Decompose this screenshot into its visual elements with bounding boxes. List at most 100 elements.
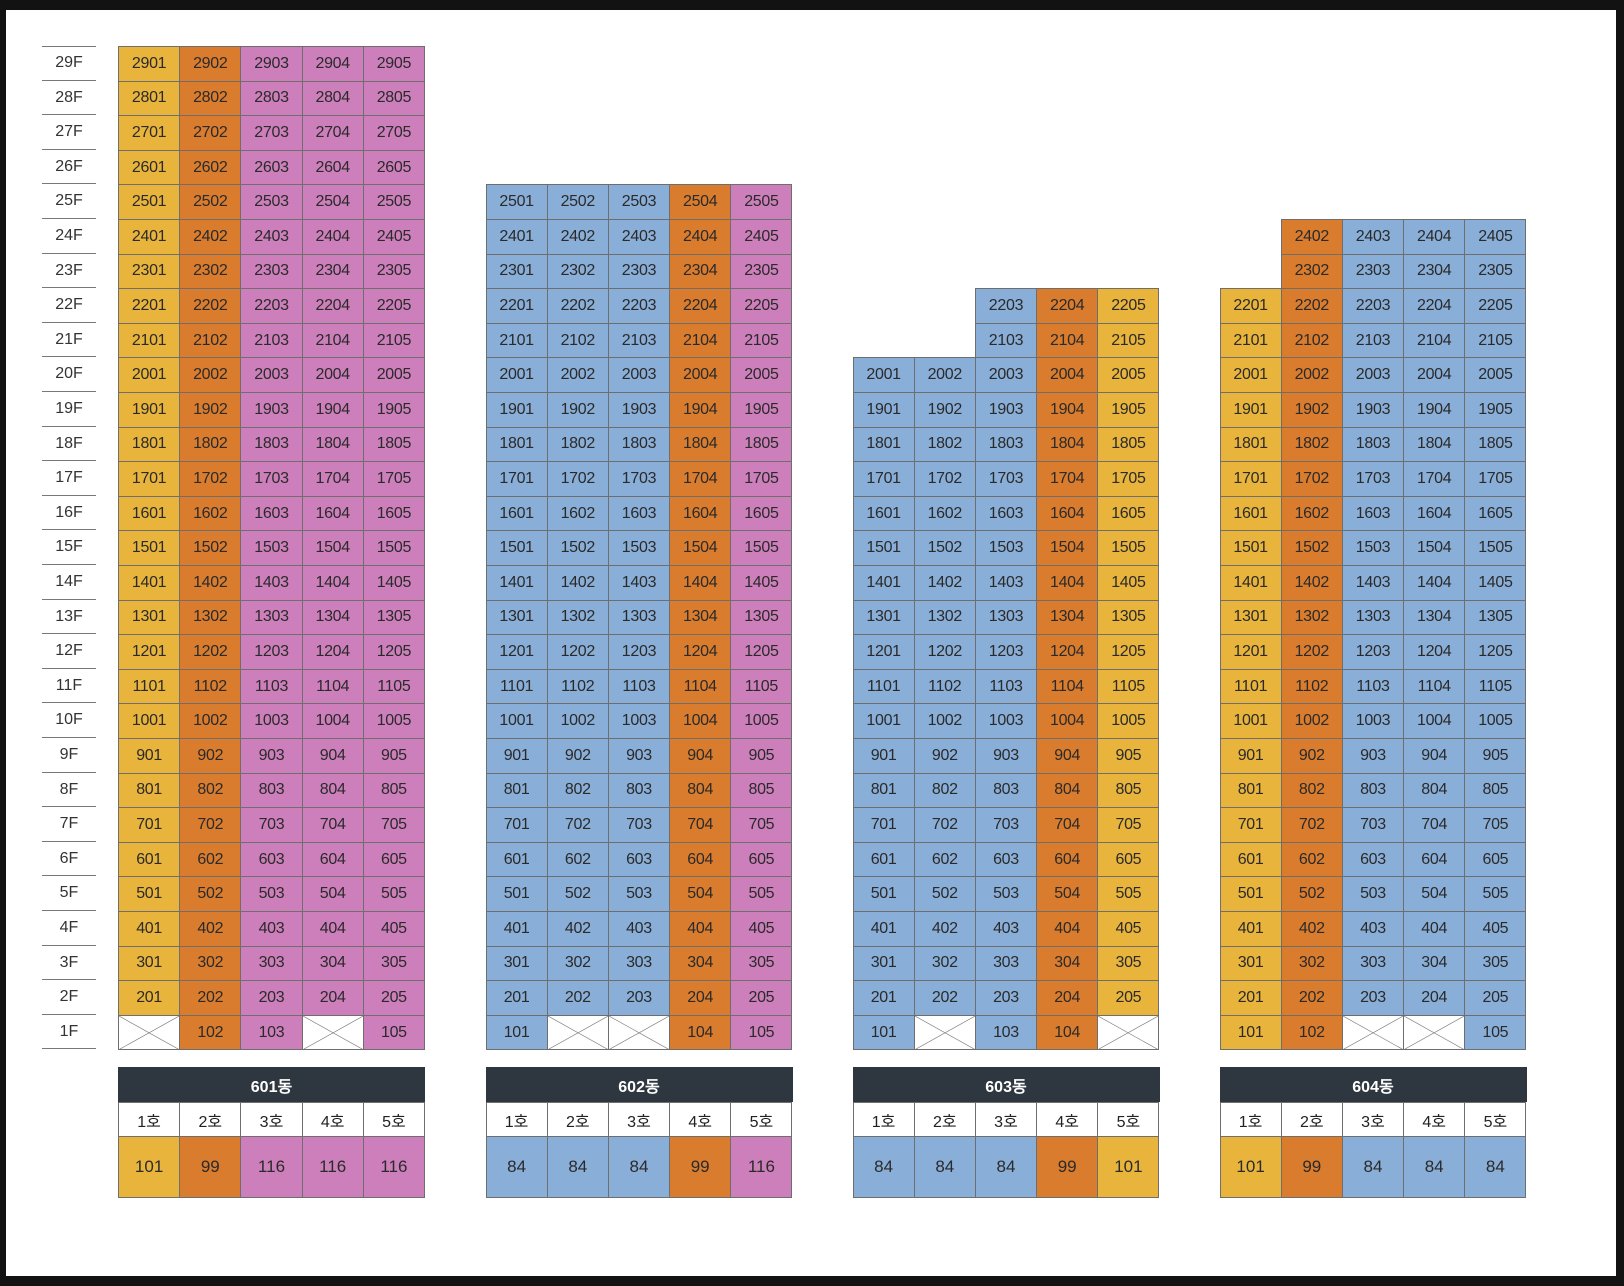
unit-cell[interactable]: 802 xyxy=(179,772,242,809)
unit-cell[interactable]: 2102 xyxy=(546,322,609,359)
unit-cell[interactable]: 204 xyxy=(669,980,732,1016)
unit-cell[interactable]: 904 xyxy=(301,738,364,774)
unit-cell[interactable]: 903 xyxy=(607,738,671,774)
unit-cell[interactable]: 1103 xyxy=(1341,668,1405,705)
unit-cell[interactable]: 302 xyxy=(1280,945,1343,982)
unit-cell[interactable]: 1001 xyxy=(118,703,181,739)
unit-cell[interactable]: 802 xyxy=(546,772,609,809)
unit-cell[interactable]: 401 xyxy=(118,911,181,947)
unit-cell[interactable]: 201 xyxy=(852,980,915,1016)
unit-cell[interactable]: 1703 xyxy=(607,461,671,497)
unit-cell[interactable]: 704 xyxy=(301,807,364,843)
unit-cell[interactable]: 1702 xyxy=(1280,461,1343,497)
unit-cell[interactable]: 1404 xyxy=(1403,565,1466,601)
unit-cell[interactable]: 203 xyxy=(607,980,671,1016)
unit-cell[interactable]: 904 xyxy=(669,738,732,774)
unit-cell[interactable]: 2304 xyxy=(301,253,364,290)
unit-cell[interactable]: 2005 xyxy=(1464,357,1527,393)
unit-cell[interactable]: 1801 xyxy=(485,426,548,463)
unit-cell[interactable]: 1905 xyxy=(1097,392,1160,428)
unit-cell[interactable]: 1705 xyxy=(362,461,425,497)
unit-cell[interactable]: 901 xyxy=(485,738,548,774)
unit-cell[interactable]: 805 xyxy=(362,772,425,809)
unit-cell[interactable]: 2203 xyxy=(607,288,671,324)
unit-cell[interactable]: 1402 xyxy=(546,565,609,601)
unit-cell[interactable]: 2005 xyxy=(362,357,425,393)
unit-cell[interactable]: 603 xyxy=(607,841,671,878)
unit-cell[interactable]: 2101 xyxy=(485,322,548,359)
unit-cell[interactable]: 602 xyxy=(913,841,976,878)
unit-cell[interactable]: 404 xyxy=(301,911,364,947)
unit-cell[interactable]: 1704 xyxy=(1403,461,1466,497)
unit-cell[interactable]: 1503 xyxy=(607,530,671,566)
unit-cell[interactable]: 301 xyxy=(1219,945,1282,982)
unit-cell[interactable]: 2804 xyxy=(301,80,364,117)
unit-cell[interactable]: 1803 xyxy=(240,426,303,463)
unit-cell[interactable]: 1004 xyxy=(1403,703,1466,739)
unit-cell[interactable]: 2403 xyxy=(607,219,671,255)
unit-cell[interactable]: 102 xyxy=(1280,1014,1343,1051)
unit-cell[interactable]: 305 xyxy=(730,945,793,982)
unit-cell[interactable]: 1901 xyxy=(1219,392,1282,428)
unit-cell[interactable]: 1002 xyxy=(1280,703,1343,739)
unit-cell[interactable]: 105 xyxy=(1464,1014,1527,1051)
unit-cell[interactable]: 1001 xyxy=(1219,703,1282,739)
unit-cell[interactable]: 1603 xyxy=(974,495,1038,532)
unit-cell[interactable]: 204 xyxy=(1403,980,1466,1016)
unit-cell[interactable]: 601 xyxy=(485,841,548,878)
unit-cell[interactable]: 303 xyxy=(974,945,1038,982)
unit-cell[interactable]: 2301 xyxy=(118,253,181,290)
unit-cell[interactable]: 1302 xyxy=(179,599,242,636)
unit-cell[interactable]: 2302 xyxy=(1280,253,1343,290)
unit-cell[interactable]: 1805 xyxy=(362,426,425,463)
unit-cell[interactable]: 201 xyxy=(118,980,181,1016)
unit-cell[interactable]: 2705 xyxy=(362,115,425,151)
unit-cell[interactable]: 305 xyxy=(1464,945,1527,982)
unit-cell[interactable]: 2703 xyxy=(240,115,303,151)
unit-cell[interactable]: 403 xyxy=(1341,911,1405,947)
unit-cell[interactable]: 203 xyxy=(974,980,1038,1016)
unit-cell[interactable]: 1902 xyxy=(179,392,242,428)
unit-cell[interactable]: 1604 xyxy=(301,495,364,532)
unit-cell[interactable]: 601 xyxy=(1219,841,1282,878)
unit-cell[interactable]: 1602 xyxy=(1280,495,1343,532)
unit-cell[interactable]: 505 xyxy=(1097,876,1160,912)
unit-cell[interactable]: 2205 xyxy=(362,288,425,324)
unit-cell[interactable]: 1604 xyxy=(669,495,732,532)
unit-cell[interactable]: 2404 xyxy=(669,219,732,255)
unit-cell[interactable]: 803 xyxy=(974,772,1038,809)
unit-cell[interactable]: 1401 xyxy=(1219,565,1282,601)
unit-cell[interactable]: 1402 xyxy=(1280,565,1343,601)
unit-cell[interactable]: 705 xyxy=(1097,807,1160,843)
unit-cell[interactable]: 1601 xyxy=(852,495,915,532)
unit-cell[interactable]: 402 xyxy=(546,911,609,947)
unit-cell[interactable]: 1201 xyxy=(1219,634,1282,670)
unit-cell[interactable]: 701 xyxy=(485,807,548,843)
unit-cell[interactable]: 2004 xyxy=(669,357,732,393)
unit-cell[interactable]: 1502 xyxy=(913,530,976,566)
unit-cell[interactable]: 1205 xyxy=(1097,634,1160,670)
unit-cell[interactable]: 1101 xyxy=(485,668,548,705)
unit-cell[interactable]: 1405 xyxy=(362,565,425,601)
unit-cell[interactable]: 2104 xyxy=(1403,322,1466,359)
unit-cell[interactable]: 703 xyxy=(240,807,303,843)
unit-cell[interactable]: 1705 xyxy=(730,461,793,497)
unit-cell[interactable]: 304 xyxy=(1403,945,1466,982)
unit-cell[interactable]: 1802 xyxy=(1280,426,1343,463)
unit-cell[interactable]: 804 xyxy=(1036,772,1099,809)
unit-cell[interactable]: 702 xyxy=(1280,807,1343,843)
unit-cell[interactable]: 1603 xyxy=(240,495,303,532)
unit-cell[interactable]: 805 xyxy=(1464,772,1527,809)
unit-cell[interactable]: 2503 xyxy=(240,184,303,220)
unit-cell[interactable]: 2404 xyxy=(1403,219,1466,255)
unit-cell[interactable]: 1602 xyxy=(546,495,609,532)
unit-cell[interactable]: 1401 xyxy=(118,565,181,601)
unit-cell[interactable]: 1703 xyxy=(240,461,303,497)
unit-cell[interactable]: 601 xyxy=(118,841,181,878)
unit-cell[interactable]: 504 xyxy=(669,876,732,912)
unit-cell[interactable]: 1405 xyxy=(730,565,793,601)
unit-cell[interactable]: 2402 xyxy=(179,219,242,255)
unit-cell[interactable]: 1605 xyxy=(730,495,793,532)
unit-cell[interactable]: 1502 xyxy=(179,530,242,566)
unit-cell[interactable]: 1004 xyxy=(669,703,732,739)
